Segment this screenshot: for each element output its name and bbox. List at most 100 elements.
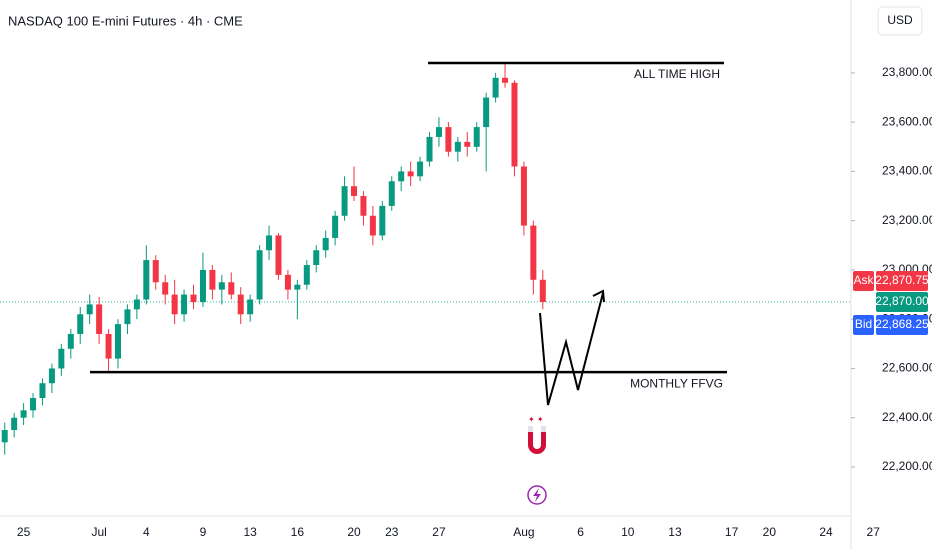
- candle-body: [369, 215, 376, 236]
- candle-body: [435, 127, 442, 137]
- candle-body: [407, 171, 414, 177]
- candle-body: [332, 215, 339, 238]
- candle-body: [360, 196, 367, 216]
- candle-body: [483, 97, 490, 128]
- level-label: MONTHLY FFVG: [630, 376, 723, 390]
- candle-body: [388, 181, 395, 206]
- price-label-name: Bid: [855, 317, 872, 331]
- x-tick-label: 4: [143, 525, 150, 539]
- currency-button[interactable]: [877, 6, 923, 36]
- x-tick-label: 16: [291, 525, 305, 539]
- price-label-tag: [853, 270, 874, 291]
- candle-body: [313, 250, 320, 266]
- candle-body: [511, 82, 518, 167]
- candle-body: [303, 265, 310, 285]
- candle-body: [181, 294, 188, 315]
- candle-body: [284, 274, 291, 290]
- x-tick-label: 13: [243, 525, 257, 539]
- lightning-icon: [527, 485, 547, 505]
- candle-body: [539, 279, 546, 302]
- plot: ALL TIME HIGH MONTHLY FFVG: [0, 61, 851, 455]
- candle-body: [162, 282, 169, 295]
- candle-body: [237, 294, 244, 315]
- candle-body: [67, 333, 74, 349]
- x-tick-label: 25: [17, 525, 31, 539]
- candle-body: [190, 294, 197, 302]
- y-tick-label: 23,400.00: [882, 164, 932, 178]
- x-tick-label: 20: [347, 525, 361, 539]
- x-tick-label: 9: [200, 525, 207, 539]
- candle-body: [492, 77, 499, 98]
- y-tick-label: 23,200.00: [882, 213, 932, 227]
- x-tick-label: 10: [621, 525, 635, 539]
- candle-body: [247, 299, 254, 315]
- x-tick-label: 27: [867, 525, 881, 539]
- price-axis: 22,200.0022,400.0022,600.0022,800.0023,0…: [851, 65, 932, 473]
- y-tick-label: 23,800.00: [882, 65, 932, 79]
- candle-body: [379, 205, 386, 236]
- price-label: 22,870.75: [875, 273, 929, 287]
- candle-body: [115, 324, 121, 359]
- x-tick-label: 6: [577, 525, 584, 539]
- candle-body: [143, 260, 150, 300]
- candle-body: [426, 136, 433, 162]
- candle-body: [520, 166, 527, 226]
- x-tick-label: 17: [725, 525, 739, 539]
- y-tick-label: 22,400.00: [882, 410, 932, 424]
- candle-body: [30, 398, 37, 411]
- projection-path: [539, 292, 604, 406]
- candle-body: [124, 309, 131, 325]
- level-label: ALL TIME HIGH: [634, 67, 720, 81]
- x-tick-label: Jul: [91, 525, 106, 539]
- x-tick-label: 23: [385, 525, 399, 539]
- candle-body: [96, 304, 103, 334]
- candle-body: [152, 260, 159, 283]
- candle-body: [48, 368, 55, 384]
- candle-body: [86, 304, 93, 315]
- projection-arrowhead: [592, 289, 605, 303]
- candle-body: [39, 383, 46, 399]
- candle-body: [322, 237, 329, 251]
- candle-body: [275, 235, 282, 275]
- candle-body: [209, 269, 216, 290]
- candle-body: [11, 417, 18, 431]
- x-tick-label: 27: [432, 525, 446, 539]
- y-tick-label: 22,600.00: [882, 361, 932, 375]
- candle-body: [20, 410, 27, 418]
- candle-body: [171, 294, 178, 315]
- x-tick-label: Aug: [513, 525, 534, 539]
- price-label: 22,870.00: [875, 294, 929, 308]
- price-label-name: Ask: [853, 273, 874, 287]
- candle-body: [530, 225, 537, 280]
- price-label-box: [876, 291, 928, 312]
- x-tick-label: 20: [763, 525, 777, 539]
- sparkle: ✦ ✦: [528, 415, 544, 424]
- candle-body: [1, 430, 8, 443]
- chart-title: NASDAQ 100 E-mini Futures · 4h · CME: [8, 13, 243, 28]
- candle-body: [341, 186, 348, 216]
- candle-body: [199, 269, 206, 302]
- price-label: 22,868.25: [875, 317, 929, 331]
- candle-body: [502, 77, 509, 83]
- candle-body: [105, 333, 112, 359]
- price-label-box: [876, 270, 928, 291]
- candle-body: [256, 250, 263, 300]
- currency[interactable]: USD: [887, 13, 913, 27]
- x-tick-label: 24: [819, 525, 833, 539]
- candle-body: [294, 284, 301, 290]
- candle-body: [454, 141, 461, 152]
- magnet-icon: ✦ ✦: [528, 415, 546, 454]
- price-label-box: [876, 314, 928, 335]
- candle-body: [445, 127, 452, 152]
- candle-body: [398, 171, 405, 182]
- price-label-tag: [853, 314, 874, 335]
- candle-body: [417, 161, 424, 177]
- candle-body: [218, 282, 225, 290]
- candle-body: [351, 186, 357, 197]
- candle-body: [228, 282, 235, 295]
- candle-body: [77, 314, 84, 334]
- candle-body: [473, 127, 480, 147]
- y-tick-label: 23,600.00: [882, 114, 932, 128]
